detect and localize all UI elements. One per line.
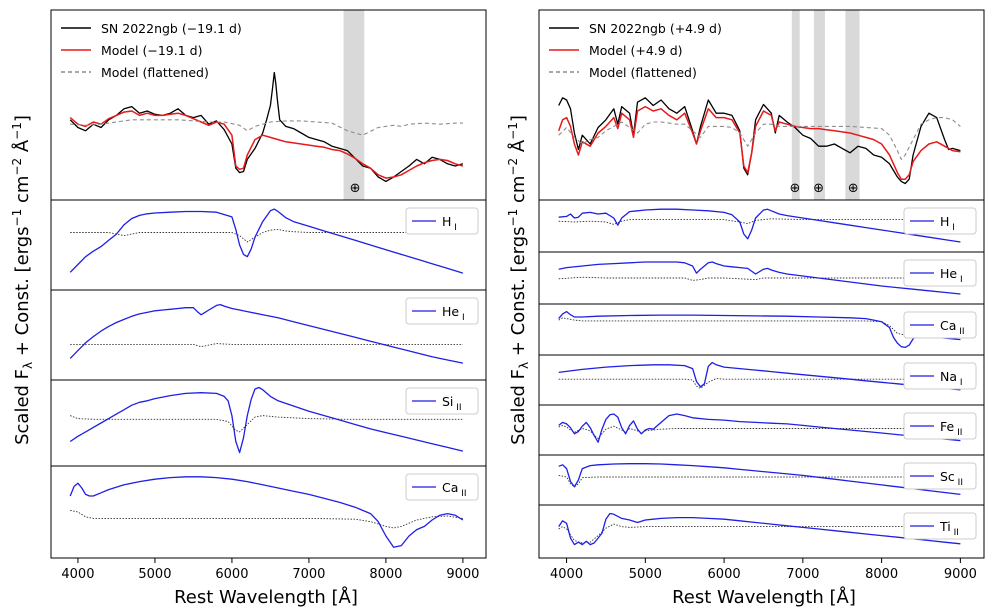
panel-frame-right-top [538,9,985,201]
x-tick-label-left-3: 7000 [292,567,325,582]
ion-label-left-1: He I [442,304,465,323]
ion-line-left-2 [69,386,464,454]
legend-box-left-2 [405,387,479,415]
telluric-band-right-0 [791,10,800,200]
ion-dotted-left-2 [70,415,463,433]
legend-box-right-0 [903,207,977,235]
legend-entry-left-1: Model (−19.1 d) [101,43,202,58]
x-tick-label-left-2: 6000 [215,567,248,582]
telluric-band-right-1 [813,10,825,200]
ion-line-right-6 [558,512,961,546]
series-line-right-2 [558,117,961,160]
telluric-mark-right-0: ⊕ [790,181,801,196]
panel-frame-right-ion-6 [538,504,985,559]
panel-frame-left-top [50,9,487,201]
x-tick-label-right-1: 5000 [629,567,662,582]
ion-dotted-right-0 [558,218,961,225]
legend-box-right-5 [903,462,977,490]
legend-box-left-1 [405,297,479,325]
ion-label-right-1: He I [940,266,963,285]
ion-label-right-5: Sc II [940,469,963,488]
ion-dotted-left-3 [70,509,463,529]
telluric-band-right-2 [845,10,860,200]
legend-box-right-4 [903,412,977,440]
ion-line-left-0 [69,208,464,274]
x-tick-label-right-2: 6000 [708,567,741,582]
legend-box-right-1 [903,259,977,287]
x-tick-label-left-4: 8000 [369,567,402,582]
ion-label-right-3: Na I [940,369,963,388]
x-tick-label-right-0: 4000 [550,567,583,582]
x-tick-label-left-0: 4000 [61,567,94,582]
series-line-left-1 [69,110,464,179]
ion-label-left-3: Ca II [442,480,467,499]
ion-line-right-1 [558,261,961,295]
legend-entry-right-0: SN 2022ngb (+4.9 d) [589,21,722,36]
telluric-mark-left-0: ⊕ [350,181,361,196]
ion-label-left-0: H I [442,214,457,233]
legend-box-right-6 [903,512,977,540]
x-tick-label-left-1: 5000 [138,567,171,582]
ion-dotted-left-0 [70,228,463,243]
ion-dotted-right-1 [558,276,961,281]
ion-dotted-right-4 [558,424,961,440]
ion-dotted-right-2 [558,317,961,336]
x-tick-label-right-4: 8000 [865,567,898,582]
ion-line-left-3 [69,476,464,548]
ion-dotted-right-5 [558,474,961,488]
legend-entry-left-2: Model (flattened) [101,65,209,80]
y-axis-label-right: Scaled Fλ + Const. [ergs−1 cm−2 Å−1] [506,115,531,445]
panel-frame-left-ion-3 [50,465,487,559]
telluric-band-left-0 [343,10,365,200]
telluric-mark-right-2: ⊕ [848,181,859,196]
series-line-right-1 [557,105,961,180]
ion-line-right-5 [558,463,961,496]
ion-dotted-right-6 [558,523,961,544]
ion-line-right-0 [558,208,961,243]
legend-entry-right-2: Model (flattened) [589,65,697,80]
ion-line-right-4 [558,413,961,443]
x-axis-label-left: Rest Wavelength [Å] [174,586,358,608]
legend-box-left-3 [405,473,479,501]
series-line-right-0 [558,97,961,185]
legend-entry-right-1: Model (+4.9 d) [589,43,683,58]
x-tick-label-left-5: 9000 [446,567,479,582]
series-line-left-0 [69,71,464,183]
legend-entry-left-0: SN 2022ngb (−19.1 d) [101,21,242,36]
ion-line-right-3 [558,361,961,391]
legend-box-right-3 [903,362,977,390]
telluric-mark-right-1: ⊕ [813,181,824,196]
legend-box-right-2 [903,311,977,339]
ion-label-right-6: Ti II [939,519,959,538]
x-axis-label-right: Rest Wavelength [Å] [672,586,856,608]
ion-dotted-left-1 [70,343,463,348]
panels: ⊕ SN 2022ngb (−19.1 d) Model (−19.1 d) Mode… [50,9,985,582]
ion-label-right-2: Ca II [940,318,965,337]
ion-line-left-1 [69,303,464,364]
ion-label-left-2: Si II [442,394,462,413]
ion-label-right-4: Fe II [940,419,962,438]
ion-dotted-right-3 [558,378,961,389]
ion-line-right-2 [558,310,961,349]
legend-box-left-0 [405,207,479,235]
y-axis-label-left: Scaled Fλ + Const. [ergs−1 cm−2 Å−1] [10,115,35,445]
x-tick-label-right-5: 9000 [944,567,977,582]
series-line-left-2 [70,119,463,136]
x-tick-label-right-3: 7000 [786,567,819,582]
ion-label-right-0: H I [940,214,955,233]
